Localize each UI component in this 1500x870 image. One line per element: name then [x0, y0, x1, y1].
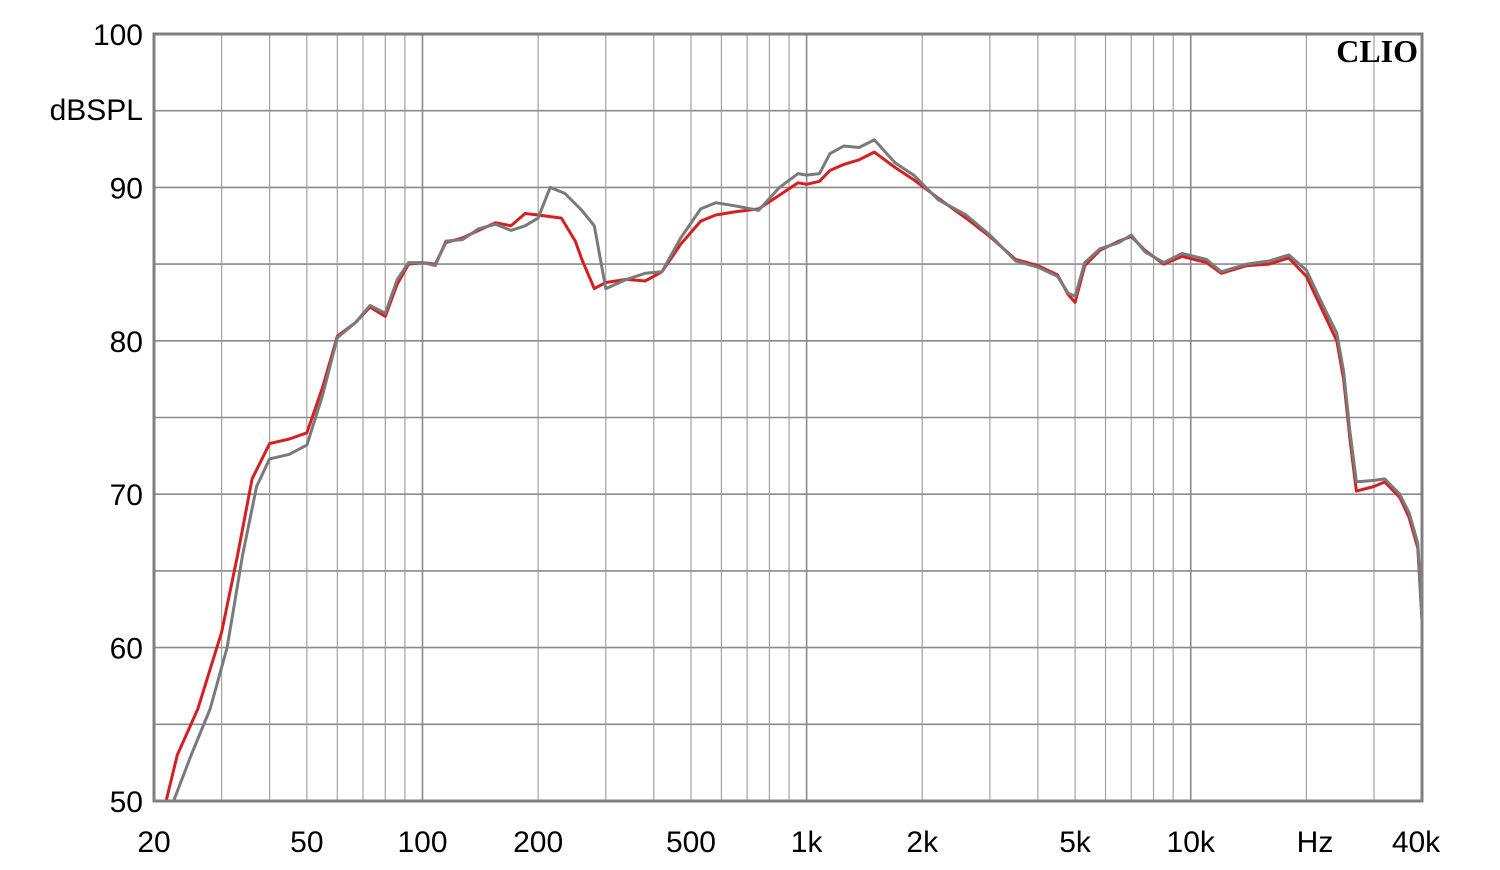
x-tick-label: 200 [513, 826, 563, 859]
x-tick-labels: 20 50 100 200 500 1k 2k 5k 10k 40k [137, 826, 1441, 859]
clio-brand-label: CLIO [1336, 33, 1418, 69]
y-tick-label: 100 [93, 19, 143, 52]
x-tick-label: 40k [1392, 826, 1441, 859]
x-tick-label: 50 [290, 826, 323, 859]
y-axis-label: dBSPL [50, 94, 143, 127]
y-tick-label: 70 [110, 479, 143, 512]
x-tick-label: 10k [1167, 826, 1216, 859]
y-tick-labels: 50 60 70 80 90 100 [93, 19, 143, 819]
y-tick-label: 60 [110, 633, 143, 666]
x-tick-label: 5k [1059, 826, 1092, 859]
x-axis-unit-label: Hz [1297, 826, 1334, 859]
plot-grid [154, 34, 1422, 801]
plot-series [164, 138, 1424, 802]
y-tick-label: 80 [110, 326, 143, 359]
x-tick-label: 20 [137, 826, 170, 859]
plot-frame [152, 32, 1424, 803]
x-tick-label: 100 [397, 826, 447, 859]
x-tick-label: 2k [906, 826, 939, 859]
series-line-2 [172, 138, 1424, 802]
x-tick-label: 500 [666, 826, 716, 859]
x-tick-label: 1k [791, 826, 824, 859]
y-tick-label: 90 [110, 172, 143, 205]
y-tick-label: 50 [110, 786, 143, 819]
